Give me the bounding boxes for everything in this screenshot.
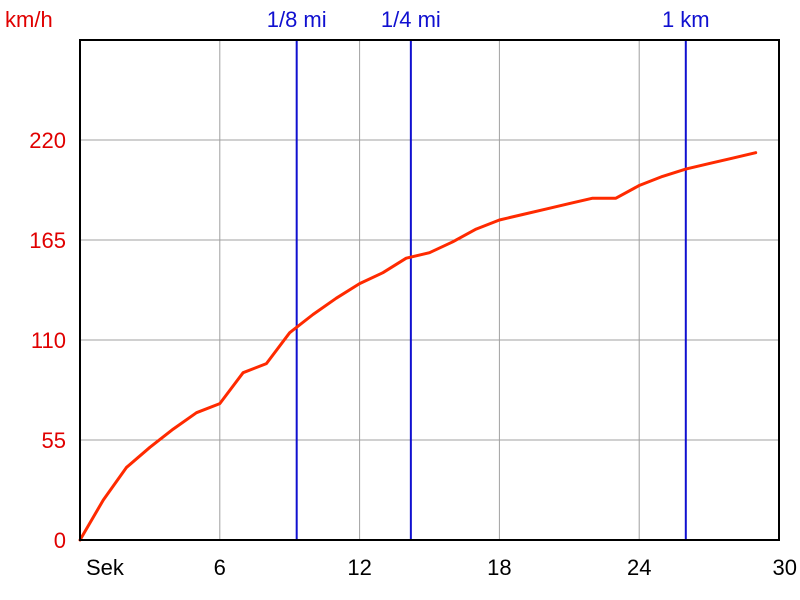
x-tick-label: 18 [487, 555, 511, 580]
data-point [288, 331, 291, 334]
data-point [148, 446, 152, 449]
data-point [195, 411, 198, 414]
series-layer [78, 151, 758, 542]
data-point [265, 362, 268, 365]
data-point [102, 498, 105, 502]
y-tick-label: 55 [42, 428, 66, 453]
speed-series-line [78, 151, 758, 542]
y-tick-label: 165 [29, 228, 66, 253]
data-point [311, 313, 315, 316]
data-point [125, 466, 128, 469]
data-point [521, 213, 524, 216]
data-point [335, 296, 338, 300]
data-point [591, 196, 594, 200]
data-point [638, 184, 641, 187]
data-point [731, 156, 734, 160]
plot-frame [79, 39, 780, 541]
distance-markers: 1/8 mi 1/4 mi 1 km [267, 7, 710, 540]
x-tick-label: 24 [627, 555, 651, 580]
data-point [381, 271, 385, 274]
distance-marker-label: 1/8 mi [267, 7, 327, 32]
data-point [661, 175, 664, 178]
tick-labels: 0 55 110 165 220 6 12 18 24 30 [29, 128, 797, 580]
data-point [707, 162, 711, 165]
data-point [241, 371, 245, 374]
data-point [754, 151, 757, 154]
data-point [405, 256, 408, 260]
y-tick-label: 0 [54, 528, 66, 553]
data-point [474, 227, 478, 231]
x-tick-label: 30 [773, 555, 797, 580]
data-point [451, 240, 454, 244]
y-tick-label: 220 [29, 128, 66, 153]
y-tick-label: 110 [31, 328, 66, 353]
grid-lines [80, 40, 779, 540]
data-point [218, 402, 221, 405]
data-point [498, 218, 501, 222]
data-point [684, 167, 687, 171]
data-point [544, 207, 548, 211]
data-point [358, 282, 361, 285]
x-tick-label: 12 [347, 555, 371, 580]
data-point [614, 196, 618, 200]
x-axis-label: Sek [86, 555, 125, 580]
data-point [568, 202, 571, 205]
distance-marker-label: 1 km [662, 7, 710, 32]
distance-marker-label: 1/4 mi [381, 7, 441, 32]
data-point [428, 251, 431, 254]
data-point [172, 427, 175, 431]
x-tick-label: 6 [214, 555, 226, 580]
y-axis-label: km/h [5, 7, 53, 32]
